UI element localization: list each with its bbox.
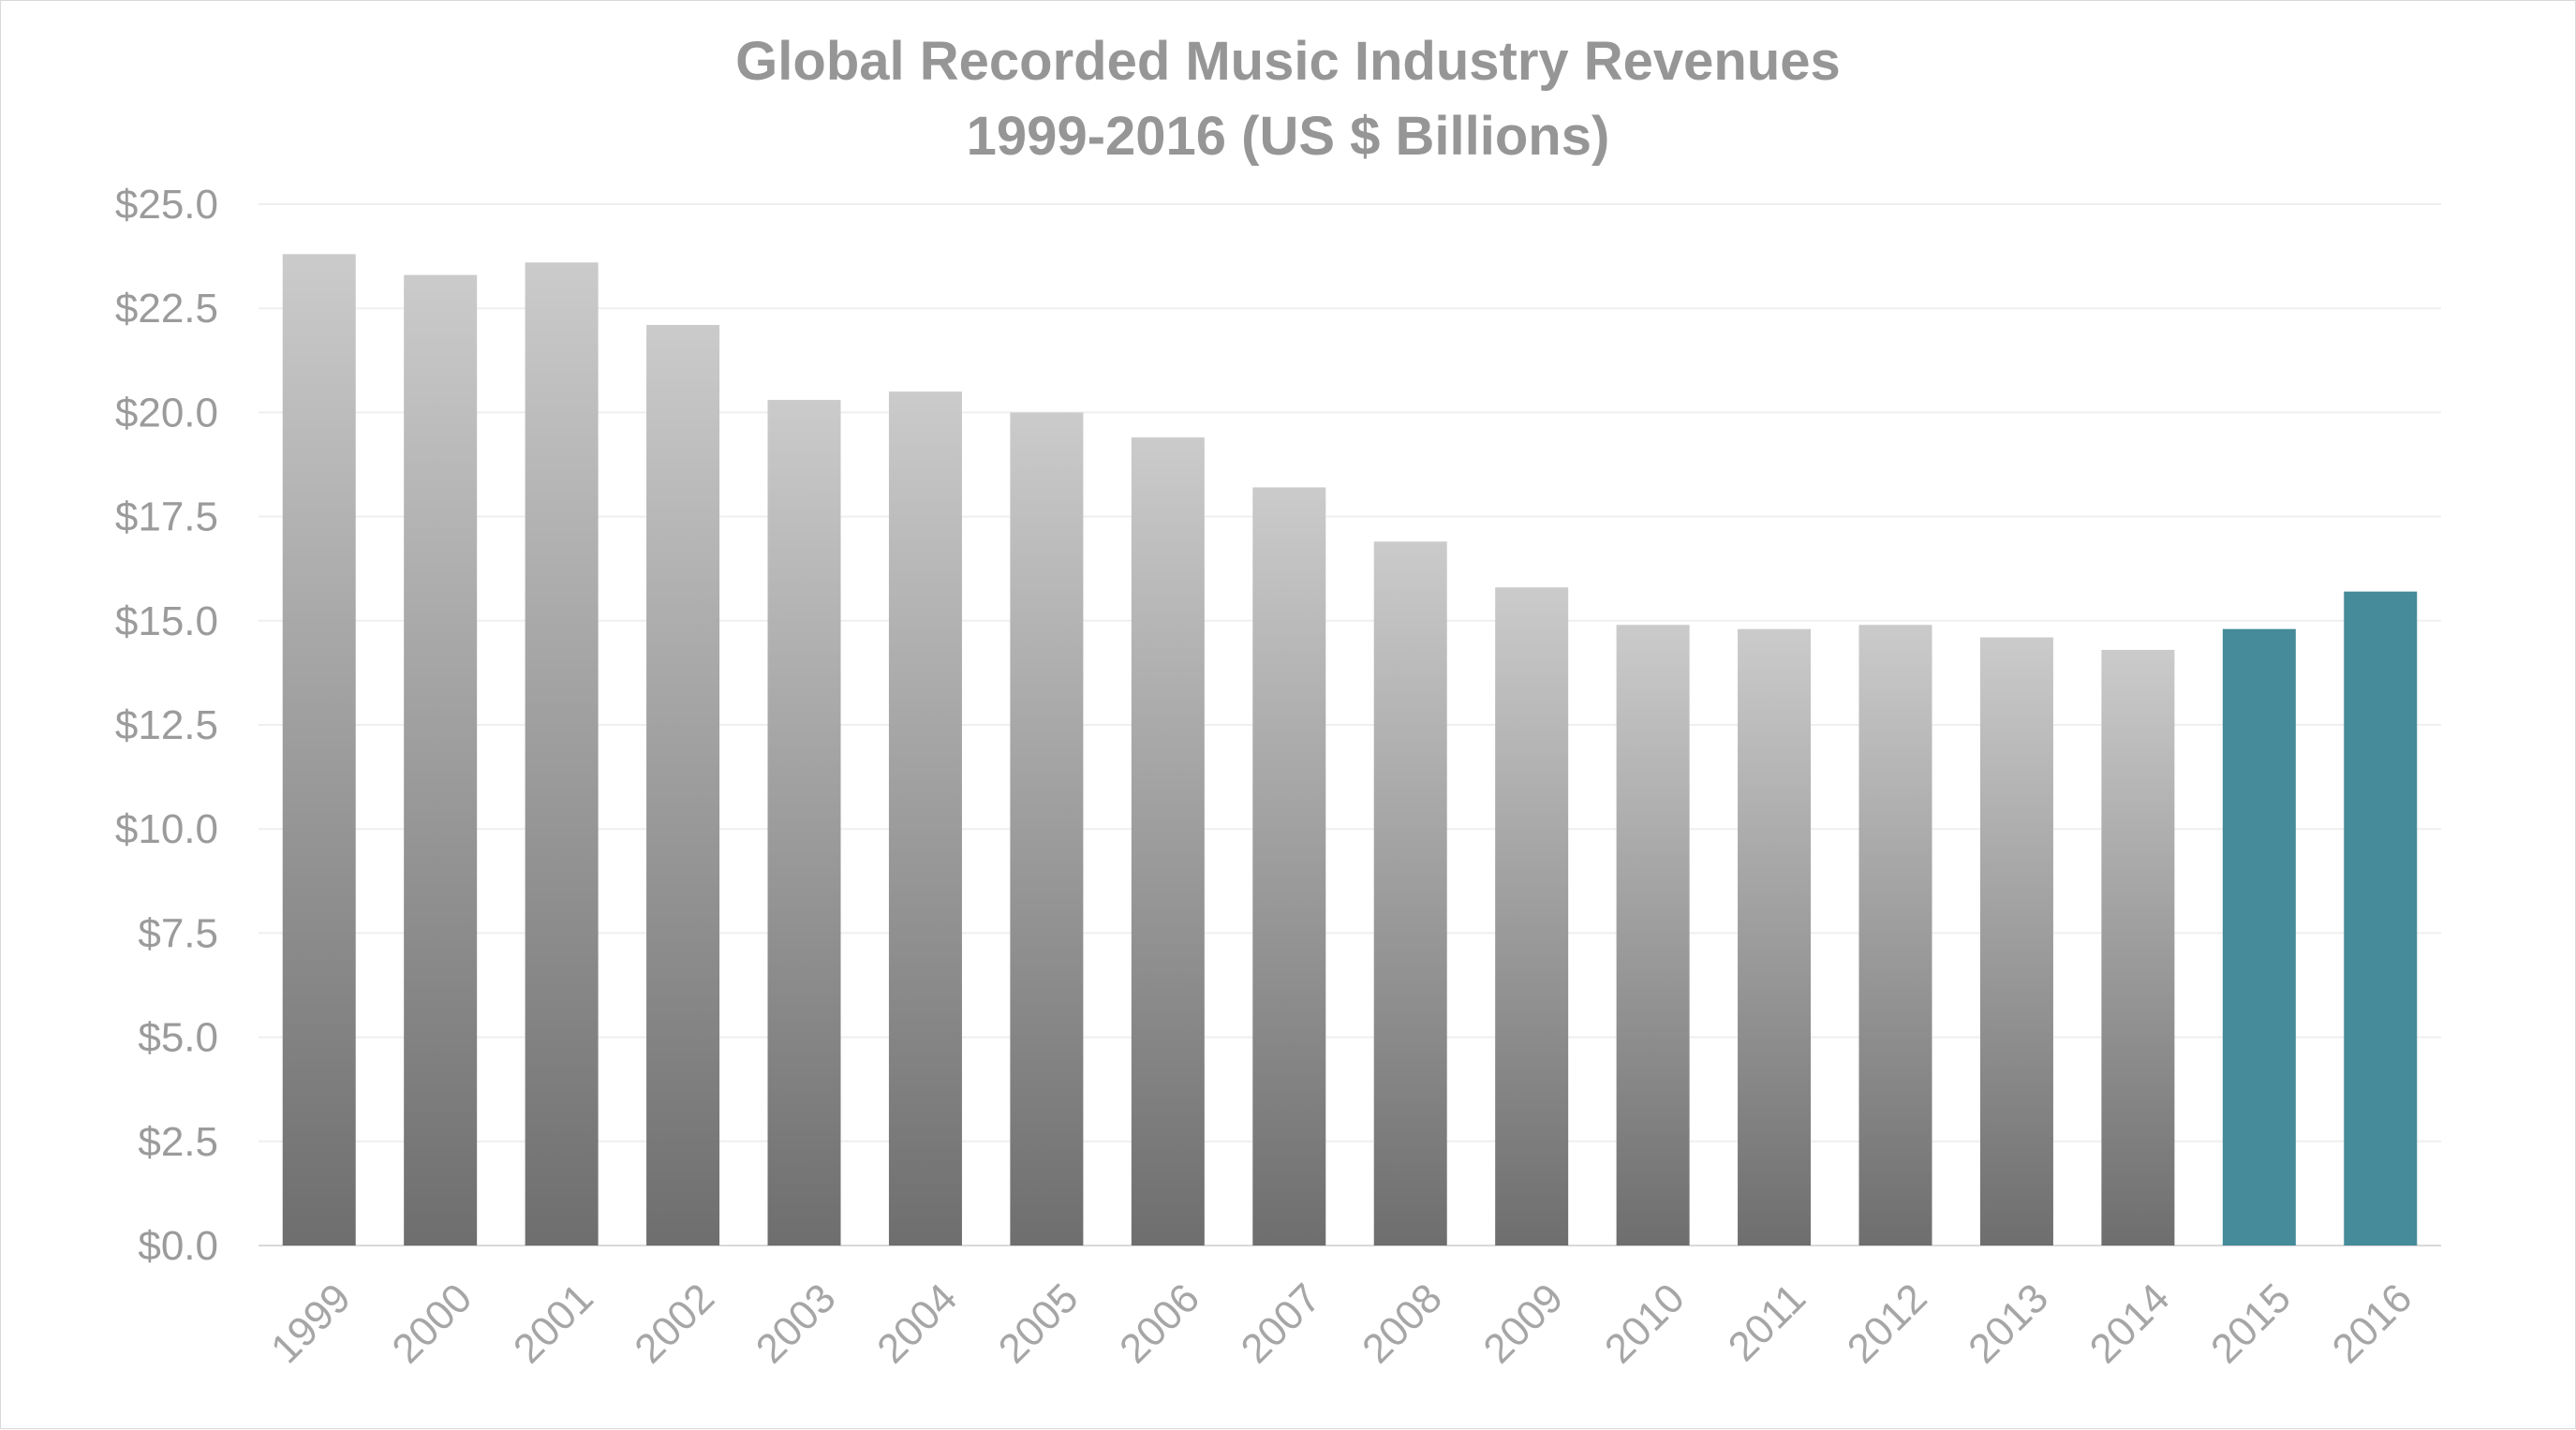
- y-tick-label: $12.5: [115, 702, 218, 748]
- bar-2006: [1131, 437, 1205, 1246]
- x-tick-label: 2012: [1839, 1275, 1936, 1372]
- y-axis: $0.0 $2.5 $5.0 $7.5 $10.0 $12.5 $15.0 $17.5 $20.…: [115, 182, 218, 1269]
- x-tick-label: 2009: [1474, 1275, 1572, 1372]
- bar-2007: [1252, 487, 1326, 1246]
- bar-2010: [1616, 625, 1690, 1246]
- bar-2002: [646, 324, 720, 1246]
- x-tick-label: 2011: [1720, 1275, 1815, 1370]
- x-tick-label: 2013: [1960, 1275, 2057, 1372]
- bar-2011: [1738, 628, 1812, 1246]
- y-tick-label: $17.5: [115, 494, 218, 540]
- y-tick-label: $0.0: [138, 1223, 218, 1269]
- bar-2012: [1858, 625, 1932, 1246]
- bars: [282, 254, 2418, 1246]
- x-tick-label: 2003: [748, 1275, 845, 1372]
- x-tick-label: 2006: [1111, 1275, 1208, 1372]
- x-tick-label: 2002: [626, 1275, 723, 1372]
- x-tick-label: 2007: [1233, 1275, 1330, 1372]
- bar-2013: [1979, 637, 2053, 1246]
- y-tick-label: $2.5: [138, 1119, 218, 1165]
- x-tick-label: 2001: [505, 1275, 602, 1372]
- x-tick-label: 2000: [383, 1275, 481, 1372]
- bar-2016: [2344, 591, 2418, 1246]
- x-tick-label: 2004: [868, 1275, 966, 1372]
- bar-2004: [888, 391, 962, 1246]
- x-tick-label: 2005: [990, 1275, 1088, 1372]
- y-tick-label: $25.0: [115, 182, 218, 228]
- bar-1999: [282, 254, 356, 1246]
- bar-2015: [2222, 628, 2296, 1246]
- y-tick-label: $10.0: [115, 806, 218, 852]
- chart-subtitle: 1999-2016 (US $ Billions): [967, 106, 1610, 167]
- y-tick-label: $5.0: [138, 1015, 218, 1061]
- gridlines: [259, 203, 2441, 1246]
- bar-2009: [1495, 587, 1569, 1246]
- x-tick-label: 1999: [262, 1275, 360, 1372]
- x-tick-label: 2008: [1354, 1275, 1451, 1372]
- x-axis: 1999 2000 2001 2002 2003 2004 2005 2006 2007 2008…: [262, 1275, 2421, 1372]
- bar-2000: [404, 274, 478, 1246]
- bar-2008: [1373, 541, 1447, 1246]
- bar-2003: [767, 400, 841, 1246]
- y-tick-label: $7.5: [138, 910, 218, 956]
- bar-2014: [2101, 649, 2175, 1246]
- y-tick-label: $22.5: [115, 286, 218, 332]
- x-tick-label: 2010: [1596, 1275, 1694, 1372]
- y-tick-label: $15.0: [115, 598, 218, 644]
- bar-2001: [525, 262, 599, 1246]
- y-tick-label: $20.0: [115, 390, 218, 435]
- bar-2005: [1010, 412, 1084, 1246]
- x-tick-label: 2014: [2081, 1275, 2179, 1372]
- x-tick-label: 2016: [2324, 1275, 2421, 1372]
- chart-title: Global Recorded Music Industry Revenues: [735, 31, 1841, 92]
- x-tick-label: 2015: [2202, 1275, 2300, 1372]
